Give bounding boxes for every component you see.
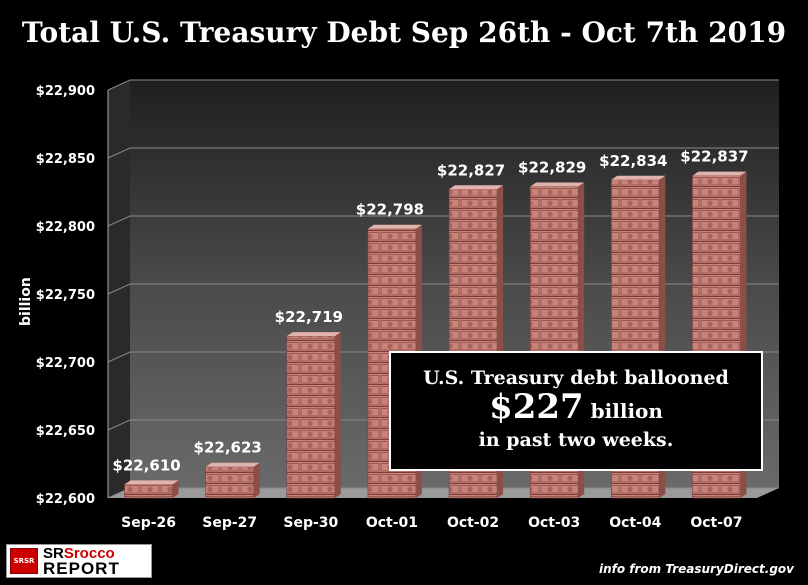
data-label: $22,623 <box>194 439 262 457</box>
x-tick-label: Oct-07 <box>690 515 742 531</box>
bar-top <box>124 480 179 485</box>
bar <box>205 462 260 499</box>
bar-top <box>286 332 341 337</box>
bar-top <box>367 224 422 229</box>
y-axis: $22,600 $22,650 $22,700 $22,750 $22,800 $22,8… <box>36 84 109 507</box>
annotation-line-2: $227 billion <box>391 389 761 429</box>
gridline <box>107 79 779 91</box>
bar-top <box>692 171 747 176</box>
bar-front <box>286 335 336 499</box>
x-tick-label: Oct-01 <box>366 515 418 531</box>
y-axis-label: billion <box>18 277 34 326</box>
y-tick-label: $22,650 <box>36 424 95 439</box>
bar-top <box>530 182 585 187</box>
data-label: $22,798 <box>356 201 424 219</box>
data-label: $22,829 <box>518 159 586 177</box>
logo-name: SRSrocco <box>43 546 115 562</box>
y-tick-label: $22,850 <box>36 152 95 167</box>
logo-name-red: Srocco <box>63 545 115 562</box>
bar-top <box>611 175 666 180</box>
x-tick-label: Sep-27 <box>202 515 257 531</box>
data-label: $22,610 <box>112 456 180 474</box>
annotation-line-1: U.S. Treasury debt ballooned <box>423 367 729 389</box>
annotation-line-3: in past two weeks. <box>478 429 674 451</box>
data-label: $22,719 <box>275 308 343 326</box>
data-label: $22,827 <box>437 161 505 179</box>
bar-top <box>205 462 260 467</box>
y-tick-label: $22,600 <box>36 492 95 507</box>
x-tick-label: Oct-03 <box>528 515 580 531</box>
y-tick-label: $22,900 <box>36 84 95 99</box>
data-label: $22,837 <box>680 148 748 166</box>
bar-front <box>124 484 173 499</box>
bar <box>286 332 341 499</box>
x-tick-label: Sep-26 <box>121 515 176 531</box>
x-axis: Sep-26 Sep-27 Sep-30 Oct-01 Oct-02 Oct-03 Oct-… <box>121 515 742 531</box>
gridline <box>107 147 779 159</box>
x-tick-label: Sep-30 <box>283 515 338 531</box>
data-label: $22,834 <box>599 152 667 170</box>
bar <box>124 480 179 499</box>
bar-side <box>172 480 179 498</box>
x-tick-label: Oct-02 <box>447 515 499 531</box>
annotation-box: U.S. Treasury debt ballooned $227 billio… <box>389 351 763 471</box>
data-labels: $22,610 $22,623 $22,719 $22,798 $22,827 $22,8… <box>112 148 748 475</box>
logo-report: REPORT <box>43 559 120 578</box>
srsrocco-logo: SRSR SRSrocco REPORT <box>6 544 152 578</box>
bar-front <box>205 466 254 499</box>
y-tick-label: $22,800 <box>36 220 95 235</box>
bar-side <box>253 462 260 498</box>
y-tick-label: $22,750 <box>36 288 95 303</box>
chart-title: Total U.S. Treasury Debt Sep 26th - Oct … <box>21 16 787 49</box>
annotation-amount-suffix: billion <box>583 399 663 423</box>
y-tick-label: $22,700 <box>36 356 95 371</box>
bar-top <box>449 185 504 190</box>
source-note: info from TreasuryDirect.gov <box>598 562 794 576</box>
annotation-amount: $227 <box>489 387 584 427</box>
x-tick-label: Oct-04 <box>609 515 661 531</box>
logo-name-prefix: SR <box>43 545 64 562</box>
logo-badge-icon: SRSR <box>10 548 38 574</box>
bar-side <box>334 332 341 498</box>
